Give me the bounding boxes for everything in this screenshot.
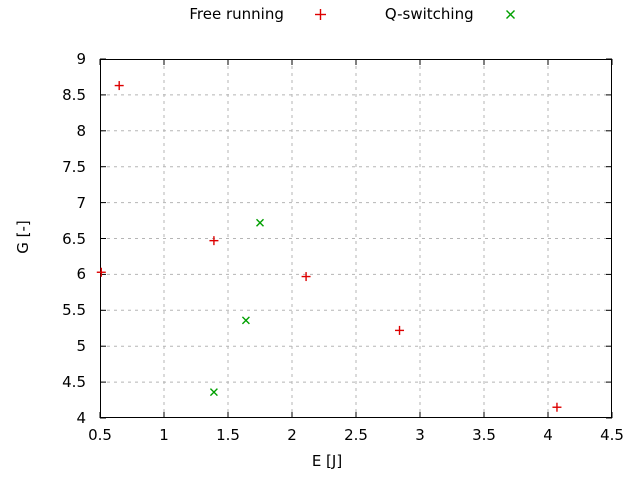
x-axis-title: E [J] xyxy=(311,452,343,470)
y-tick-label: 7 xyxy=(76,193,86,212)
x-tick-label: 1.5 xyxy=(216,426,240,444)
x-tick-label: 2 xyxy=(287,426,297,444)
legend-label-free-running: Free running xyxy=(189,5,284,23)
cross-marker-icon xyxy=(505,9,515,19)
y-tick-label: 4.5 xyxy=(62,373,86,392)
legend-entry-q-switching: Q-switching xyxy=(385,5,517,23)
data-point-cross xyxy=(256,218,264,227)
y-tick-label: 8 xyxy=(76,121,86,140)
y-tick-label: 5.5 xyxy=(62,301,86,320)
legend-entry-free-running: Free running xyxy=(189,5,326,23)
x-tick-label: 3 xyxy=(415,426,425,444)
y-tick-label: 6.5 xyxy=(62,229,86,248)
y-tick-label: 6 xyxy=(76,265,86,284)
plus-marker-icon xyxy=(314,8,326,20)
x-tick-label: 3.5 xyxy=(472,426,496,444)
chart-legend: Free running Q-switching xyxy=(33,3,640,25)
x-tick-label: 4 xyxy=(543,426,553,444)
data-point-cross xyxy=(241,316,250,325)
plot-svg xyxy=(96,58,613,419)
y-tick-label: 4 xyxy=(76,409,86,427)
y-tick-label: 9 xyxy=(76,50,86,68)
plot-border xyxy=(100,59,612,418)
x-tick-label: 1 xyxy=(159,426,169,444)
y-tick-label: 5 xyxy=(76,337,86,356)
data-point-cross xyxy=(209,388,218,397)
y-tick-label: 7.5 xyxy=(62,157,86,176)
x-tick-label: 2.5 xyxy=(344,426,368,444)
y-tick-label: 8.5 xyxy=(62,85,86,104)
plot-area xyxy=(96,58,613,419)
legend-label-q-switching: Q-switching xyxy=(384,5,474,23)
x-tick-label: 4.5 xyxy=(600,426,624,444)
x-tick-label: 0.5 xyxy=(88,426,112,444)
